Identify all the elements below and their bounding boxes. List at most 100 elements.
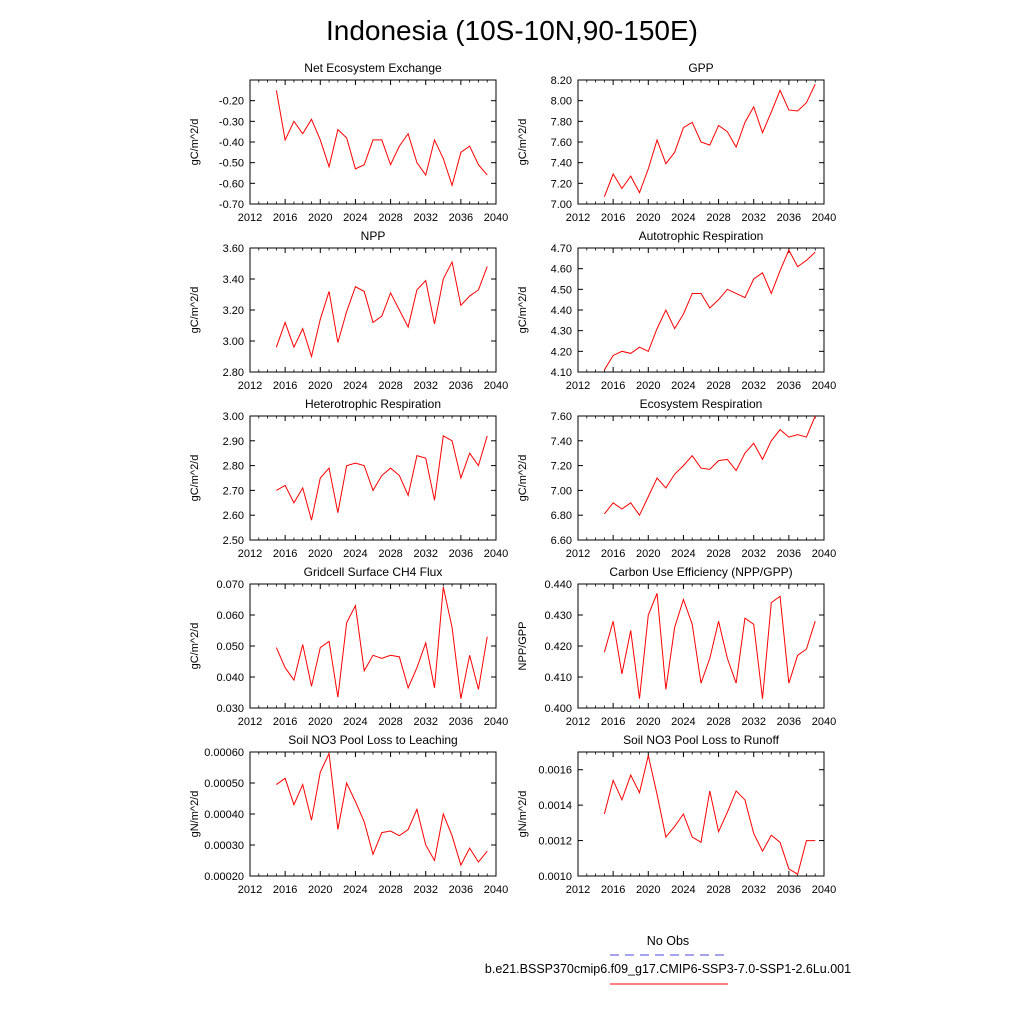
x-tick-label: 2032 [741, 212, 765, 224]
y-axis-label: gC/m^2/d [189, 455, 201, 502]
y-tick-label: 4.10 [551, 367, 572, 379]
panel-gpp: GPP 2012 2016 2020 2024 2028 2032 2036 2040 7.00 7… [517, 61, 836, 224]
panel-title: Autotrophic Respiration [639, 229, 764, 243]
y-axis-label: gN/m^2/d [517, 791, 529, 838]
panel-net-ecosystem-exchange: Net Ecosystem Exchange 2012 2016 2020 2024 20… [189, 61, 508, 224]
x-tick-label: 2028 [706, 716, 730, 728]
x-tick-label: 2040 [484, 548, 508, 560]
x-tick-label: 2012 [238, 212, 262, 224]
y-tick-label: 0.0012 [538, 836, 572, 848]
y-tick-label: 2.90 [223, 436, 244, 448]
x-tick-label: 2040 [812, 884, 836, 896]
series-line-npp [275, 260, 488, 359]
plot-frame [249, 247, 497, 373]
y-tick-label: 0.00020 [204, 871, 244, 883]
x-tick-label: 2040 [484, 212, 508, 224]
series-line-carbon-use-efficiency-npp-gpp [603, 593, 816, 699]
y-tick-label: 3.00 [223, 411, 244, 423]
x-tick-label: 2028 [378, 380, 402, 392]
x-tick-label: 2028 [706, 548, 730, 560]
y-tick-label: 4.50 [551, 284, 572, 296]
y-tick-label: 0.070 [216, 579, 244, 591]
y-axis-label: gC/m^2/d [517, 287, 529, 334]
y-tick-label: 0.00040 [204, 809, 244, 821]
y-tick-label: -0.40 [219, 137, 244, 149]
y-tick-label: 0.400 [544, 703, 572, 715]
series-line-autotrophic-respiration [603, 248, 816, 371]
y-axis-label: NPP/GPP [517, 622, 529, 671]
y-tick-label: 7.60 [551, 137, 572, 149]
x-tick-label: 2016 [601, 716, 625, 728]
x-tick-label: 2020 [636, 884, 660, 896]
y-tick-label: 0.420 [544, 641, 572, 653]
y-tick-label: 4.40 [551, 305, 572, 317]
plot-frame [577, 415, 825, 541]
x-tick-label: 2036 [777, 548, 801, 560]
panel-carbon-use-efficiency-npp-gpp: Carbon Use Efficiency (NPP/GPP) 2012 2016 2… [517, 565, 836, 728]
y-tick-label: 6.80 [551, 510, 572, 522]
figure-title: Indonesia (10S-10N,90-150E) [326, 15, 698, 46]
x-tick-label: 2020 [308, 548, 332, 560]
panel-title: Gridcell Surface CH4 Flux [304, 565, 443, 579]
y-tick-label: 0.430 [544, 610, 572, 622]
y-axis-label: gC/m^2/d [517, 455, 529, 502]
y-tick-label: 7.80 [551, 116, 572, 128]
x-tick-label: 2028 [378, 548, 402, 560]
x-tick-label: 2040 [484, 884, 508, 896]
x-tick-label: 2032 [413, 884, 437, 896]
y-tick-label: 3.00 [223, 336, 244, 348]
y-tick-label: -0.30 [219, 116, 244, 128]
panel-npp: NPP 2012 2016 2020 2024 2028 2032 2036 2040 2.80 3… [189, 229, 508, 392]
y-axis-label: gC/m^2/d [517, 119, 529, 166]
x-tick-label: 2024 [343, 716, 367, 728]
y-axis-label: gN/m^2/d [189, 791, 201, 838]
x-tick-label: 2032 [413, 380, 437, 392]
panel-heterotrophic-respiration: Heterotrophic Respiration 2012 2016 2020 202… [189, 397, 508, 560]
y-tick-label: 0.050 [216, 641, 244, 653]
plot-frame [249, 751, 497, 877]
y-tick-label: 0.440 [544, 579, 572, 591]
x-tick-label: 2020 [308, 716, 332, 728]
y-tick-label: 6.60 [551, 535, 572, 547]
panel-soil-no3-pool-loss-to-runoff: Soil NO3 Pool Loss to Runoff 2012 2016 2020… [517, 733, 836, 896]
y-tick-label: 0.060 [216, 610, 244, 622]
x-tick-label: 2028 [706, 884, 730, 896]
series-line-soil-no3-pool-loss-to-leaching [276, 751, 488, 867]
legend: No Obs b.e21.BSSP370cmip6.f09_g17.CMIP6-… [485, 934, 851, 985]
y-tick-label: 0.410 [544, 672, 572, 684]
x-tick-label: 2012 [566, 884, 590, 896]
y-tick-label: 0.030 [216, 703, 244, 715]
y-tick-label: 0.00050 [204, 778, 244, 790]
x-tick-label: 2024 [671, 380, 695, 392]
x-tick-label: 2016 [273, 548, 297, 560]
y-axis-label: gC/m^2/d [189, 119, 201, 166]
x-tick-label: 2024 [343, 548, 367, 560]
x-tick-label: 2020 [308, 380, 332, 392]
plot-frame [249, 583, 497, 709]
x-tick-label: 2036 [449, 380, 473, 392]
x-tick-label: 2036 [449, 716, 473, 728]
y-tick-label: 2.60 [223, 510, 244, 522]
y-tick-label: 3.20 [223, 305, 244, 317]
y-tick-label: 8.20 [551, 75, 572, 87]
x-tick-label: 2028 [378, 716, 402, 728]
y-tick-label: -0.20 [219, 96, 244, 108]
panel-title: Carbon Use Efficiency (NPP/GPP) [609, 565, 792, 579]
x-tick-label: 2028 [706, 380, 730, 392]
x-tick-label: 2040 [484, 380, 508, 392]
x-tick-label: 2040 [812, 548, 836, 560]
x-tick-label: 2012 [238, 884, 262, 896]
y-tick-label: 8.00 [551, 96, 572, 108]
x-tick-label: 2024 [671, 548, 695, 560]
y-tick-label: -0.70 [219, 199, 244, 211]
plot-frame [249, 415, 497, 541]
panel-ecosystem-respiration: Ecosystem Respiration 2012 2016 2020 2024 202… [517, 397, 836, 560]
x-tick-label: 2016 [273, 380, 297, 392]
panel-grid: Net Ecosystem Exchange 2012 2016 2020 2024 20… [189, 61, 836, 896]
plot-frame [249, 79, 497, 205]
x-tick-label: 2032 [741, 716, 765, 728]
y-axis-label: gC/m^2/d [189, 623, 201, 670]
y-tick-label: 7.20 [551, 461, 572, 473]
series-line-heterotrophic-respiration [276, 435, 488, 521]
x-tick-label: 2016 [601, 548, 625, 560]
